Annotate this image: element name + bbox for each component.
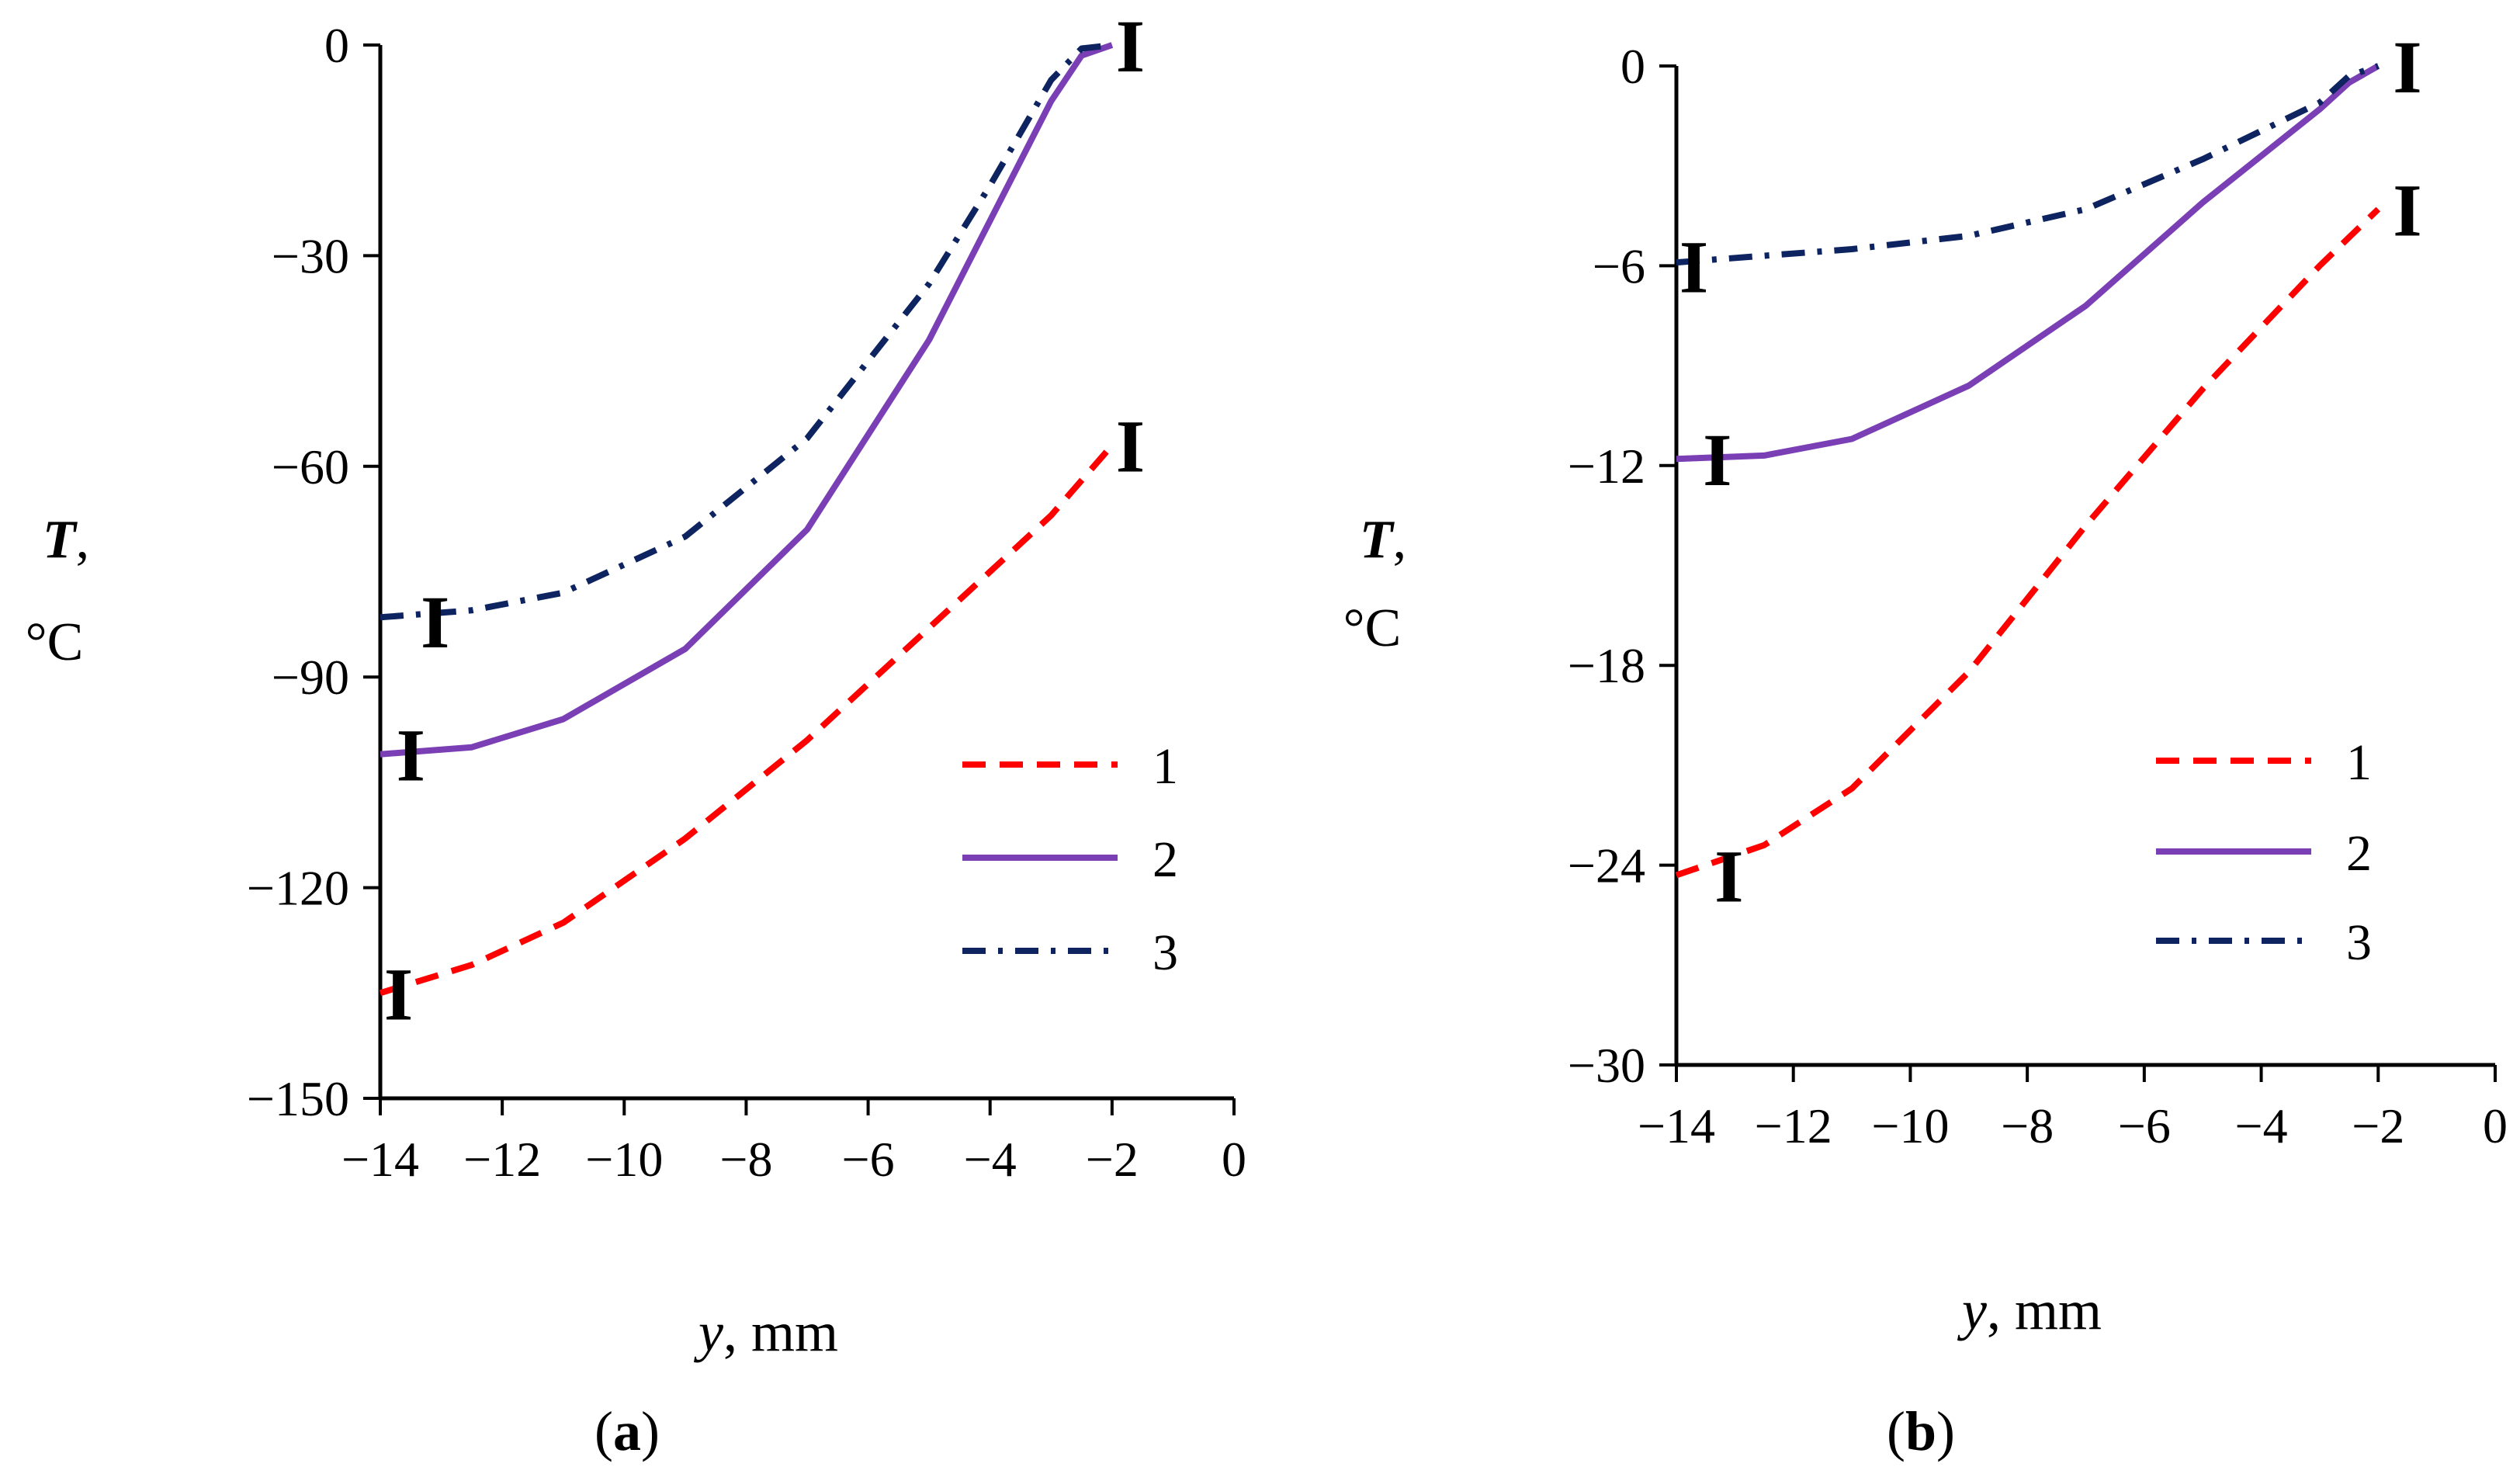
series-line-1 <box>379 443 1114 997</box>
error-bar-marker: I <box>1714 834 1743 917</box>
x-tick-label: 0 <box>1222 1132 1246 1187</box>
x-tick-label: −4 <box>2235 1098 2288 1153</box>
x-axis-label-b: y, mm <box>1957 1279 2102 1341</box>
x-tick-label: −10 <box>585 1132 663 1187</box>
panel-caption-b: (b) <box>1887 1400 1955 1462</box>
y-tick-label: −30 <box>272 228 349 283</box>
legend-label-3: 3 <box>1153 924 1178 981</box>
x-tick-label: −12 <box>1755 1098 1832 1153</box>
y-axis-label-b: T, <box>1360 510 1406 570</box>
y-tick-label: 0 <box>1620 39 1645 94</box>
x-tick-label: −12 <box>463 1132 541 1187</box>
y-axis-unit-b: °C <box>1343 598 1402 658</box>
chart-panel-a: T, °C y, mm (a) 0−30−60−90−120−150−14 −12… <box>26 5 1246 1462</box>
legend-label-2: 2 <box>2346 825 2372 882</box>
series-line-2 <box>380 42 1114 758</box>
x-tick-label: −14 <box>1638 1098 1715 1153</box>
series-line-3 <box>1676 63 2380 266</box>
y-axis-label-a: T, <box>43 510 89 570</box>
legend-label-1: 1 <box>1153 738 1178 795</box>
x-tick-label: 0 <box>2483 1098 2508 1153</box>
legend-label-1: 1 <box>2346 734 2372 791</box>
error-bar-marker: I <box>1116 5 1145 88</box>
y-tick-label: −90 <box>272 650 349 705</box>
x-tick-label: −2 <box>2352 1098 2404 1153</box>
error-bar-marker: I <box>421 581 449 664</box>
error-bar-marker: I <box>2393 168 2421 251</box>
y-tick-label: −60 <box>272 439 349 494</box>
y-tick-label: −30 <box>1568 1038 1645 1093</box>
error-bar-marker: I <box>1679 225 1708 308</box>
chart-panel-b: T, °C y, mm (b) 0 −6 −12 −18 −24 −30−14 −12 −10… <box>1343 26 2508 1462</box>
x-tick-label: −14 <box>341 1132 419 1187</box>
y-axis-unit-a: °C <box>26 612 84 672</box>
x-tick-label: −2 <box>1086 1132 1139 1187</box>
x-tick-label: −4 <box>964 1132 1017 1187</box>
x-tick-label: −6 <box>2118 1098 2171 1153</box>
x-tick-label: −8 <box>719 1132 772 1187</box>
legend-label-2: 2 <box>1153 831 1178 888</box>
error-bar-marker: I <box>384 952 413 1035</box>
y-tick-label: 0 <box>324 18 349 73</box>
error-bar-marker: I <box>1703 418 1731 501</box>
y-tick-label: −6 <box>1593 238 1645 293</box>
x-tick-label: −6 <box>842 1132 895 1187</box>
error-bar-marker: I <box>397 714 425 797</box>
y-tick-label: −150 <box>247 1071 349 1126</box>
panel-caption-a: (a) <box>594 1400 660 1462</box>
series-line-1 <box>1675 206 2381 879</box>
y-tick-label: −12 <box>1568 439 1645 494</box>
legend-label-3: 3 <box>2346 914 2372 971</box>
x-axis-label-a: y, mm <box>693 1301 838 1363</box>
y-tick-label: −24 <box>1568 838 1645 893</box>
error-bar-marker: I <box>2393 26 2421 109</box>
series-line-3 <box>380 42 1113 621</box>
x-tick-label: −10 <box>1871 1098 1949 1153</box>
y-tick-label: −120 <box>247 861 349 916</box>
y-tick-label: −18 <box>1568 638 1645 693</box>
x-tick-label: −8 <box>2001 1098 2054 1153</box>
error-bar-marker: I <box>1116 405 1145 488</box>
series-line-2 <box>1676 63 2380 463</box>
